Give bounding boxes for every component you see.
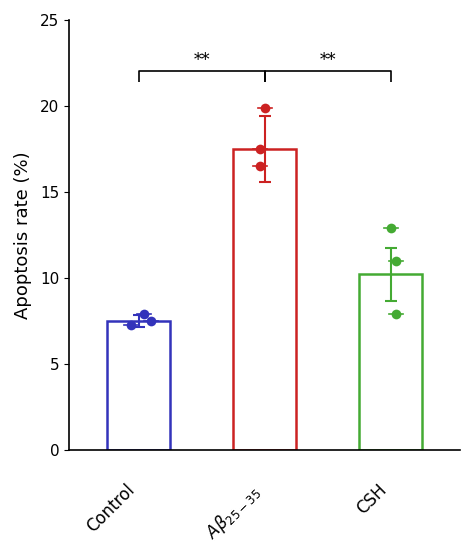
Bar bbox=[233, 149, 296, 450]
Bar bbox=[359, 275, 422, 450]
Y-axis label: Apoptosis rate (%): Apoptosis rate (%) bbox=[14, 151, 32, 319]
Text: CSH: CSH bbox=[354, 480, 391, 518]
Text: Control: Control bbox=[83, 480, 138, 536]
Text: $A\beta_{25-35}$: $A\beta_{25-35}$ bbox=[201, 480, 264, 544]
Bar bbox=[107, 321, 170, 450]
Text: **: ** bbox=[319, 52, 336, 69]
Text: **: ** bbox=[193, 52, 210, 69]
